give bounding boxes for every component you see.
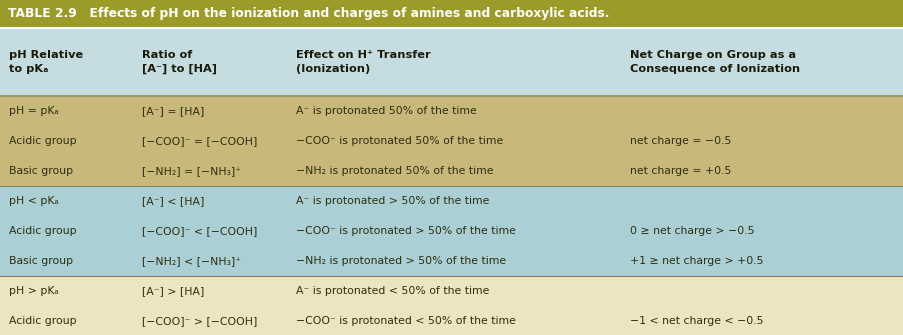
Bar [0, 96, 903, 186]
Text: [A⁻] = [HA]: [A⁻] = [HA] [142, 106, 204, 116]
Bar [0, 276, 903, 335]
Text: [−COO]⁻ = [−COOH]: [−COO]⁻ = [−COOH] [142, 136, 257, 146]
Text: [A⁻] < [HA]: [A⁻] < [HA] [142, 196, 204, 206]
Text: pH Relative
to pKₐ: pH Relative to pKₐ [9, 50, 83, 74]
Text: [−COO]⁻ > [−COOH]: [−COO]⁻ > [−COOH] [142, 316, 257, 326]
Text: TABLE 2.9   Effects of pH on the ionization and charges of amines and carboxylic: TABLE 2.9 Effects of pH on the ionizatio… [8, 7, 609, 20]
Text: [−COO]⁻ < [−COOH]: [−COO]⁻ < [−COOH] [142, 226, 257, 236]
Text: −NH₂ is protonated 50% of the time: −NH₂ is protonated 50% of the time [295, 166, 493, 176]
Text: [A⁻] > [HA]: [A⁻] > [HA] [142, 286, 204, 296]
Text: Ratio of
[A⁻] to [HA]: Ratio of [A⁻] to [HA] [142, 50, 217, 74]
Text: A⁻ is protonated < 50% of the time: A⁻ is protonated < 50% of the time [295, 286, 489, 296]
Text: +1 ≥ net charge > +0.5: +1 ≥ net charge > +0.5 [629, 256, 763, 266]
Text: pH = pKₐ: pH = pKₐ [9, 106, 59, 116]
Text: Acidic group: Acidic group [9, 226, 77, 236]
Text: pH < pKₐ: pH < pKₐ [9, 196, 59, 206]
Text: −COO⁻ is protonated > 50% of the time: −COO⁻ is protonated > 50% of the time [295, 226, 515, 236]
Text: [−NH₂] = [−NH₃]⁺: [−NH₂] = [−NH₃]⁺ [142, 166, 241, 176]
Text: net charge = −0.5: net charge = −0.5 [629, 136, 731, 146]
Text: A⁻ is protonated 50% of the time: A⁻ is protonated 50% of the time [295, 106, 476, 116]
Text: −NH₂ is protonated > 50% of the time: −NH₂ is protonated > 50% of the time [295, 256, 506, 266]
Text: −COO⁻ is protonated 50% of the time: −COO⁻ is protonated 50% of the time [295, 136, 502, 146]
Text: A⁻ is protonated > 50% of the time: A⁻ is protonated > 50% of the time [295, 196, 489, 206]
Text: [−NH₂] < [−NH₃]⁺: [−NH₂] < [−NH₃]⁺ [142, 256, 241, 266]
Text: net charge = +0.5: net charge = +0.5 [629, 166, 731, 176]
Text: pH > pKₐ: pH > pKₐ [9, 286, 59, 296]
Text: Acidic group: Acidic group [9, 316, 77, 326]
Text: Effect on H⁺ Transfer
(Ionization): Effect on H⁺ Transfer (Ionization) [295, 50, 430, 74]
Bar [0, 28, 903, 96]
Text: Basic group: Basic group [9, 166, 73, 176]
Text: −1 < net charge < −0.5: −1 < net charge < −0.5 [629, 316, 763, 326]
Bar [0, 186, 903, 276]
Text: Basic group: Basic group [9, 256, 73, 266]
Text: 0 ≥ net charge > −0.5: 0 ≥ net charge > −0.5 [629, 226, 754, 236]
Text: Acidic group: Acidic group [9, 136, 77, 146]
Bar [0, 0, 903, 28]
Text: Net Charge on Group as a
Consequence of Ionization: Net Charge on Group as a Consequence of … [629, 50, 799, 74]
Text: −COO⁻ is protonated < 50% of the time: −COO⁻ is protonated < 50% of the time [295, 316, 515, 326]
